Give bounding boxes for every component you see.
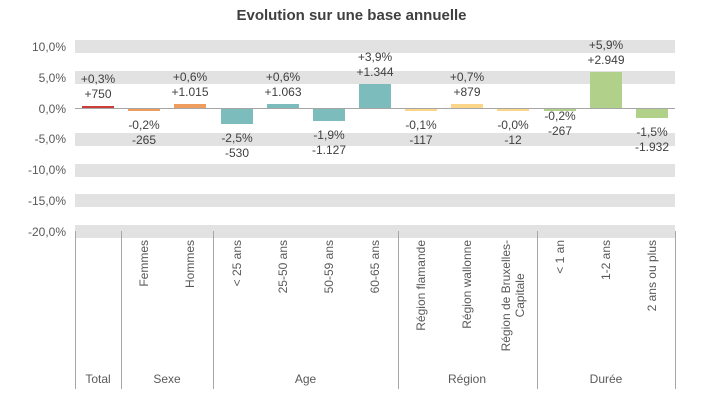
bar-femmes bbox=[128, 109, 160, 111]
data-label-pct: +0,6% bbox=[265, 70, 301, 84]
category-label: 25-50 ans bbox=[276, 240, 290, 294]
data-label-abs: -117 bbox=[409, 133, 433, 147]
y-tick-label: -15,0% bbox=[27, 193, 66, 208]
data-label-abs: +750 bbox=[84, 87, 112, 101]
category-label: Femmes bbox=[137, 240, 151, 287]
data-label-pct: -0,0% bbox=[497, 118, 529, 132]
data-label-abs: +1.015 bbox=[171, 85, 209, 99]
bar-50-59-ans bbox=[313, 109, 345, 121]
data-label: +5,9% +2.949 bbox=[561, 38, 651, 68]
group-separator-line bbox=[537, 231, 538, 389]
bar-2-ans-ou-plus bbox=[636, 109, 668, 119]
data-label-abs: -1.127 bbox=[311, 143, 347, 157]
data-label-pct: -2,5% bbox=[221, 131, 253, 145]
y-tick-label: -20,0% bbox=[27, 224, 66, 239]
bar-1-2-ans bbox=[590, 71, 622, 108]
bar-total bbox=[82, 106, 114, 108]
category-label: < 1 an bbox=[553, 240, 567, 274]
group-separator-line bbox=[675, 231, 676, 389]
data-label-pct: +0,6% bbox=[172, 70, 208, 84]
data-label-abs: -1.932 bbox=[634, 140, 670, 154]
y-tick-label: 0,0% bbox=[38, 101, 66, 116]
data-label-pct: +3,9% bbox=[357, 50, 393, 64]
data-label-pct: +5,9% bbox=[588, 38, 624, 52]
gridline-band bbox=[75, 40, 675, 54]
group-label: Total bbox=[85, 372, 111, 386]
group-separator-line bbox=[75, 231, 76, 389]
data-label: +0,6% +1.015 bbox=[145, 70, 235, 100]
zero-axis-line bbox=[75, 108, 675, 109]
data-label: -1,9% -1.127 bbox=[284, 128, 374, 158]
data-label-abs: +2.949 bbox=[587, 53, 625, 67]
group-label: Age bbox=[294, 372, 317, 386]
data-label: -2,5% -530 bbox=[192, 131, 282, 161]
group-label: Durée bbox=[589, 372, 623, 386]
gridline-band bbox=[75, 225, 675, 239]
data-label: -0,2% -265 bbox=[99, 118, 189, 148]
category-label: 1-2 ans bbox=[599, 240, 613, 281]
gridline-band bbox=[75, 163, 675, 177]
data-label: +3,9% +1.344 bbox=[330, 50, 420, 80]
bar--1-an bbox=[544, 109, 576, 111]
data-label-pct: -1,5% bbox=[636, 125, 668, 139]
y-tick-label: 5,0% bbox=[38, 70, 66, 85]
group-label: Sexe bbox=[153, 372, 181, 386]
data-label-pct: -1,9% bbox=[313, 128, 345, 142]
data-label-pct: +0,7% bbox=[449, 70, 485, 84]
data-label: -0,1% -117 bbox=[376, 118, 466, 148]
y-tick-label: -10,0% bbox=[27, 163, 66, 178]
gridline-band bbox=[75, 71, 675, 85]
bar-r-gion-wallonne bbox=[451, 103, 483, 108]
bar-60-65-ans bbox=[359, 83, 391, 108]
group-separator-line bbox=[398, 231, 399, 389]
category-label: 60-65 ans bbox=[368, 240, 382, 294]
data-label: +0,3% +750 bbox=[53, 72, 143, 102]
category-label: Hommes bbox=[183, 240, 197, 289]
data-label-abs: -267 bbox=[547, 124, 573, 138]
data-label-pct: -0,2% bbox=[544, 109, 576, 123]
data-label-pct: -0,2% bbox=[128, 118, 160, 132]
group-separator-line bbox=[213, 231, 214, 389]
data-label-pct: -0,1% bbox=[405, 118, 437, 132]
gridline-band bbox=[75, 194, 675, 208]
chart-title: Evolution sur une base annuelle bbox=[236, 7, 467, 24]
category-label: 2 ans ou plus bbox=[645, 240, 659, 312]
bar-r-gion-de-bruxelles-capitale bbox=[497, 109, 529, 111]
data-label-abs: +1.344 bbox=[356, 65, 394, 79]
bar-25-50-ans bbox=[267, 104, 299, 108]
bar-hommes bbox=[174, 104, 206, 108]
category-label: Région de Bruxelles- Capitale bbox=[499, 240, 527, 352]
group-label: Région bbox=[447, 372, 487, 386]
data-label-abs: -12 bbox=[504, 133, 522, 147]
group-separator-line bbox=[121, 231, 122, 389]
data-label: +0,7% +879 bbox=[422, 70, 512, 100]
data-label-abs: -265 bbox=[131, 133, 157, 147]
data-label: +0,6% +1.063 bbox=[238, 70, 328, 100]
bar-r-gion-flamande bbox=[405, 109, 437, 111]
data-label: -1,5% -1.932 bbox=[607, 125, 697, 155]
data-label: -0,2% -267 bbox=[515, 109, 605, 139]
category-label: Région wallonne bbox=[460, 240, 474, 329]
y-tick-label: -5,0% bbox=[34, 132, 66, 147]
y-tick-label: 10,0% bbox=[31, 39, 66, 54]
data-label-abs: -530 bbox=[224, 146, 250, 160]
data-label-abs: +1.063 bbox=[264, 85, 302, 99]
category-label: 50-59 ans bbox=[322, 240, 336, 294]
data-label-pct: +0,3% bbox=[80, 72, 116, 86]
category-label: < 25 ans bbox=[230, 240, 244, 287]
category-label: Région flamande bbox=[414, 240, 428, 331]
data-label: -0,0% -12 bbox=[468, 118, 558, 148]
gridline-band bbox=[75, 132, 675, 146]
bar--25-ans bbox=[221, 109, 253, 125]
data-label-abs: +879 bbox=[453, 85, 481, 99]
